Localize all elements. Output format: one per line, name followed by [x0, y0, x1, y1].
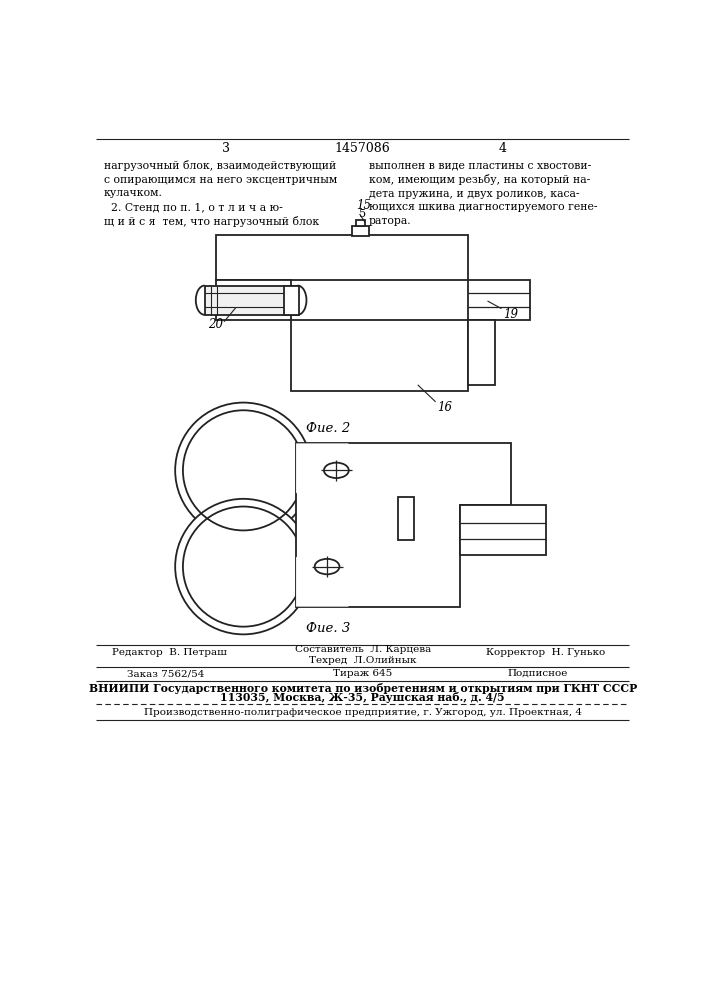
- Text: нагрузочный блок, взаимодействующий
с опирающимся на него эксцентричным
кулачком: нагрузочный блок, взаимодействующий с оп…: [104, 160, 337, 227]
- Text: Производственно-полиграфическое предприятие, г. Ужгород, ул. Проектная, 4: Производственно-полиграфическое предприя…: [144, 708, 582, 717]
- Text: Редактор  В. Петраш: Редактор В. Петраш: [112, 648, 227, 657]
- Text: 113035, Москва, Ж-35, Раушская наб., д. 4/5: 113035, Москва, Ж-35, Раушская наб., д. …: [221, 692, 505, 703]
- Text: 3: 3: [221, 142, 230, 155]
- Text: 19: 19: [503, 308, 518, 321]
- Text: Техред  Л.Олийнык: Техред Л.Олийнык: [309, 656, 416, 665]
- Polygon shape: [296, 443, 510, 607]
- Text: выполнен в виде пластины с хвостови-
ком, имеющим резьбу, на который на-
дета пр: выполнен в виде пластины с хвостови- ком…: [369, 160, 597, 226]
- Text: 20: 20: [209, 318, 223, 331]
- Text: Заказ 7562/54: Заказ 7562/54: [127, 669, 204, 678]
- Text: 16: 16: [437, 401, 452, 414]
- Text: Тираж 645: Тираж 645: [333, 669, 392, 678]
- Bar: [468, 280, 530, 320]
- Ellipse shape: [324, 463, 349, 478]
- Bar: [356, 220, 365, 226]
- Bar: [398, 497, 414, 540]
- Bar: [352, 226, 369, 235]
- Bar: [291, 320, 468, 391]
- Text: Фие. 3: Фие. 3: [307, 622, 351, 635]
- Text: ВНИИПИ Государственного комитета по изобретениям и открытиям при ГКНТ СССР: ВНИИПИ Государственного комитета по изоб…: [88, 683, 637, 694]
- Polygon shape: [296, 443, 349, 493]
- Text: Корректор  Н. Гунько: Корректор Н. Гунько: [486, 648, 605, 657]
- Polygon shape: [296, 557, 349, 607]
- Circle shape: [175, 499, 312, 634]
- Bar: [468, 320, 495, 385]
- Text: 1457086: 1457086: [335, 142, 390, 155]
- Bar: [216, 280, 291, 320]
- Text: Подписное: Подписное: [508, 669, 568, 678]
- Text: Фие. 2: Фие. 2: [307, 422, 351, 434]
- Bar: [204, 286, 298, 315]
- Bar: [460, 505, 546, 555]
- Bar: [284, 286, 299, 315]
- Text: 5: 5: [359, 209, 366, 219]
- Ellipse shape: [315, 559, 339, 574]
- Text: 4: 4: [499, 142, 507, 155]
- Text: Составитель  Л. Карцева: Составитель Л. Карцева: [295, 645, 431, 654]
- Bar: [216, 235, 468, 280]
- Circle shape: [175, 403, 312, 538]
- Text: 15: 15: [356, 199, 370, 212]
